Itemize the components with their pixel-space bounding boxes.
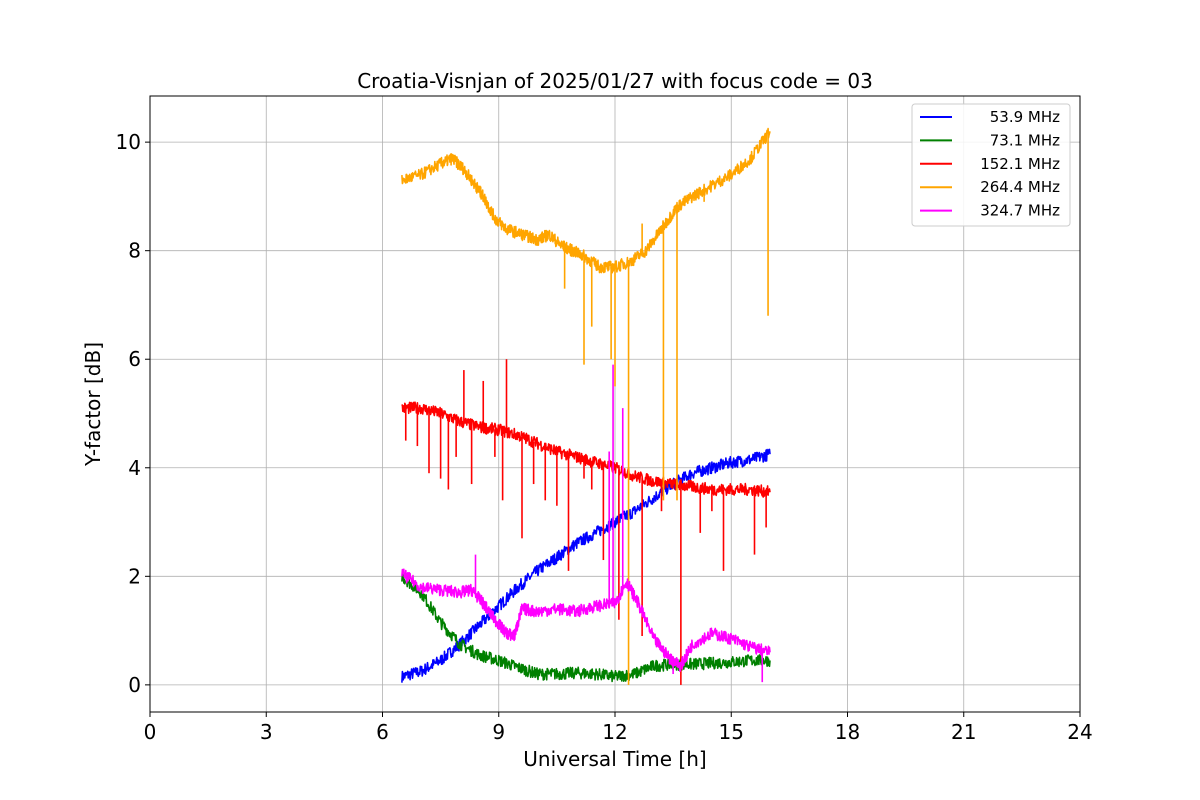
x-tick-label: 21 xyxy=(951,720,976,744)
x-tick-label: 12 xyxy=(602,720,627,744)
x-tick-label: 24 xyxy=(1067,720,1092,744)
series-324-7-mhz xyxy=(401,364,771,683)
x-tick-label: 18 xyxy=(835,720,860,744)
x-tick-label: 3 xyxy=(260,720,273,744)
y-tick-label: 2 xyxy=(128,564,141,588)
x-tick-label: 6 xyxy=(376,720,389,744)
series-line xyxy=(401,127,771,274)
legend-box xyxy=(911,103,1071,227)
series-152-1-mhz xyxy=(401,359,771,685)
legend-label: 324.7 MHz xyxy=(980,202,1060,220)
y-tick-label: 0 xyxy=(128,673,141,697)
series-line xyxy=(401,448,771,683)
y-tick-label: 6 xyxy=(128,347,141,371)
series-line xyxy=(401,401,771,498)
series-73-1-mhz xyxy=(401,572,771,683)
legend: 53.9 MHz 73.1 MHz 152.1 MHz 264.4 MHz 324.7 … xyxy=(911,103,1071,227)
y-tick-label: 8 xyxy=(128,239,141,263)
y-axis-label: Y-factor [dB] xyxy=(81,342,105,467)
series-line xyxy=(401,572,771,683)
series-264-4-mhz xyxy=(401,127,771,685)
series-layer xyxy=(401,127,771,685)
x-tick-label: 0 xyxy=(144,720,157,744)
legend-label: 264.4 MHz xyxy=(980,178,1060,196)
x-tick-label: 9 xyxy=(492,720,505,744)
series-53-9-mhz xyxy=(401,448,771,683)
chart-title: Croatia-Visnjan of 2025/01/27 with focus… xyxy=(357,69,873,93)
y-tick-label: 10 xyxy=(116,130,141,154)
legend-label: 152.1 MHz xyxy=(980,155,1060,173)
x-tick-label: 15 xyxy=(719,720,744,744)
legend-label: 53.9 MHz xyxy=(990,108,1060,126)
y-tick-label: 4 xyxy=(128,456,141,480)
legend-label: 73.1 MHz xyxy=(990,131,1060,149)
series-line xyxy=(401,568,771,672)
x-axis-label: Universal Time [h] xyxy=(523,747,706,771)
